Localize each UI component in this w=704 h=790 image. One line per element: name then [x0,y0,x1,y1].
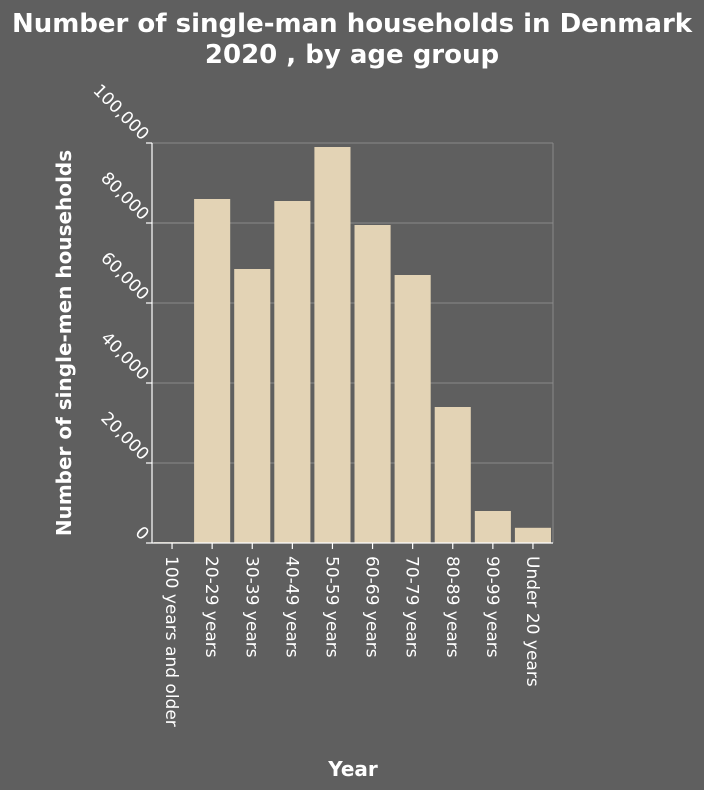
x-tick-label: 70-79 years [402,556,422,658]
chart-title-line2: 2020 , by age group [205,40,499,70]
x-tick-label: 90-99 years [482,556,502,658]
bars [154,147,551,543]
bar-2 [234,269,271,543]
bar-6 [394,275,431,543]
y-tick-label: 80,000 [96,168,152,224]
bar-5 [354,225,391,543]
y-tick-label: 20,000 [96,408,152,464]
x-tick-label: 40-49 years [281,556,301,658]
bar-8 [474,511,511,543]
x-tick-label: 80-89 years [442,556,462,658]
bar-1 [194,199,231,543]
bar-4 [314,147,351,543]
chart-title-line1: Number of single-man households in Denma… [12,9,693,39]
y-tick-label: 40,000 [96,328,152,384]
axes [146,142,553,549]
x-tick-label: 50-59 years [321,556,341,658]
bar-9 [514,527,551,543]
x-tick-label: 30-39 years [241,556,261,658]
bar-3 [274,201,311,543]
y-tick-labels: 0 20,000 40,000 60,000 80,000 100,000 [89,81,153,545]
y-tick-label: 0 [131,523,153,545]
y-tick-label: 60,000 [96,248,152,304]
x-tick-label: Under 20 years [522,556,542,687]
x-tick-label: 60-69 years [362,556,382,658]
x-axis-label: Year [327,757,378,781]
x-tick-labels: 100 years and older 20-29 years 30-39 year… [161,556,542,727]
x-tick-label: 100 years and older [161,556,181,727]
y-tick-label: 100,000 [89,81,153,145]
y-axis-label: Number of single-men households [52,150,76,536]
x-tick-label: 20-29 years [201,556,221,658]
bar-7 [434,407,471,543]
